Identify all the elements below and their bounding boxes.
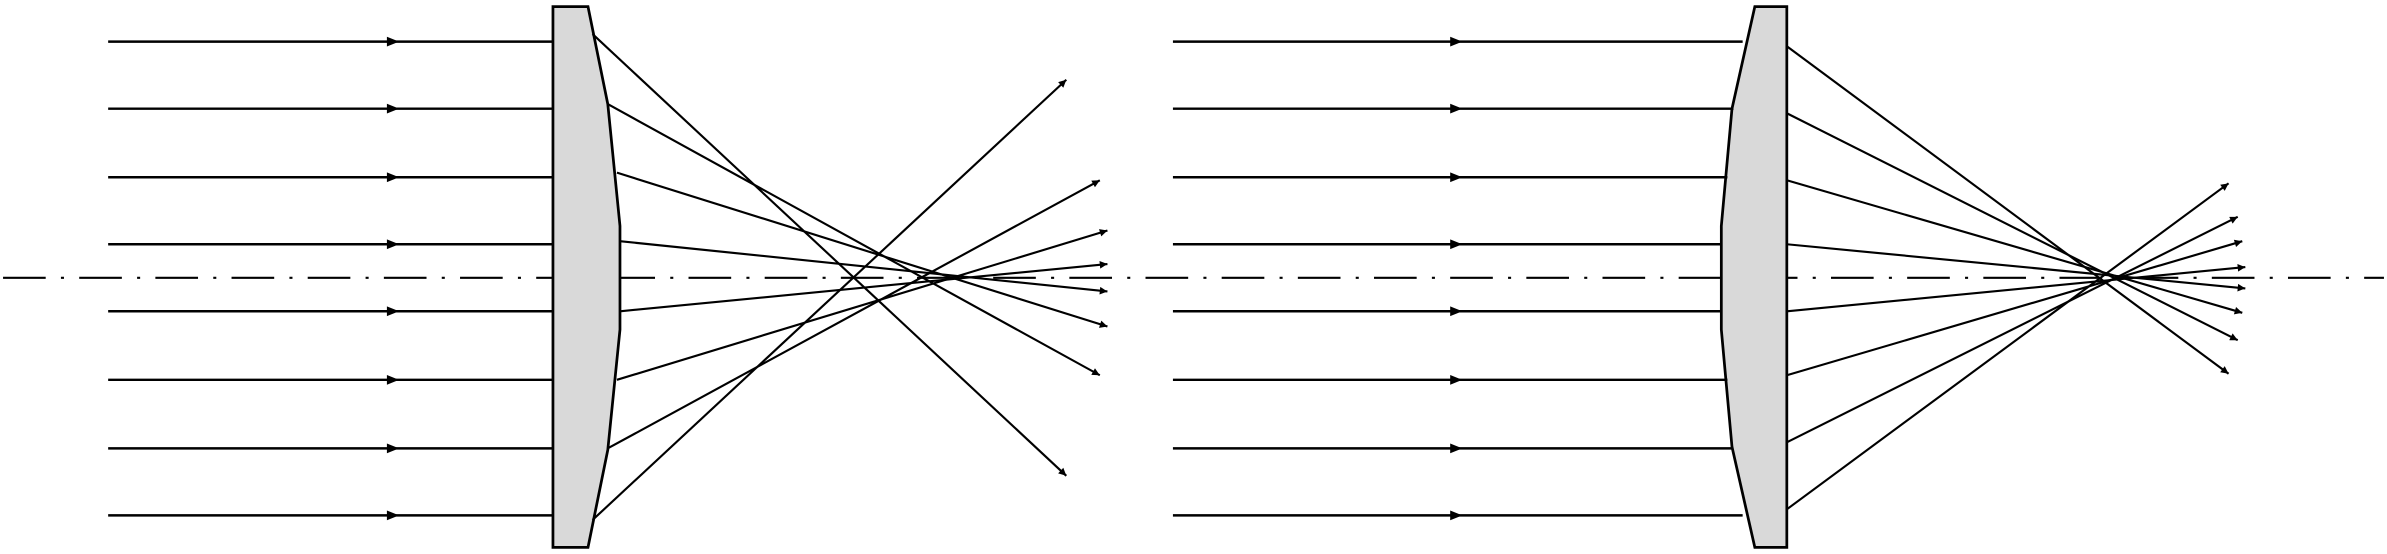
right-refracted-ray-5 bbox=[1786, 264, 2246, 313]
right-lens bbox=[1719, 5, 1789, 549]
left-refracted-ray-6 bbox=[616, 229, 1108, 381]
right-refracted-ray-7 bbox=[1786, 215, 2239, 444]
right-refracted-ray-4 bbox=[1786, 243, 2246, 292]
left-refracted-ray-3 bbox=[616, 171, 1108, 328]
left-refracted-ray-2 bbox=[607, 103, 1101, 377]
right-refracted-ray-2 bbox=[1786, 112, 2239, 342]
left-refracted-ray-1 bbox=[591, 33, 1068, 477]
right-panel bbox=[1172, 5, 2246, 549]
left-incoming-rays bbox=[108, 36, 553, 521]
left-lens bbox=[551, 5, 622, 549]
left-refracted-ray-4 bbox=[619, 240, 1108, 295]
left-panel bbox=[108, 5, 1108, 549]
right-incoming-rays bbox=[1172, 36, 1743, 521]
left-refracted-ray-7 bbox=[607, 179, 1101, 450]
right-refracted-ray-8 bbox=[1786, 182, 2230, 511]
left-refracted-ray-8 bbox=[591, 78, 1068, 521]
right-refracted-rays bbox=[1786, 45, 2246, 511]
right-refracted-ray-3 bbox=[1786, 179, 2243, 315]
right-refracted-ray-1 bbox=[1786, 45, 2230, 375]
left-refracted-ray-5 bbox=[619, 260, 1108, 313]
right-refracted-ray-6 bbox=[1786, 239, 2243, 377]
left-refracted-rays bbox=[591, 33, 1108, 521]
